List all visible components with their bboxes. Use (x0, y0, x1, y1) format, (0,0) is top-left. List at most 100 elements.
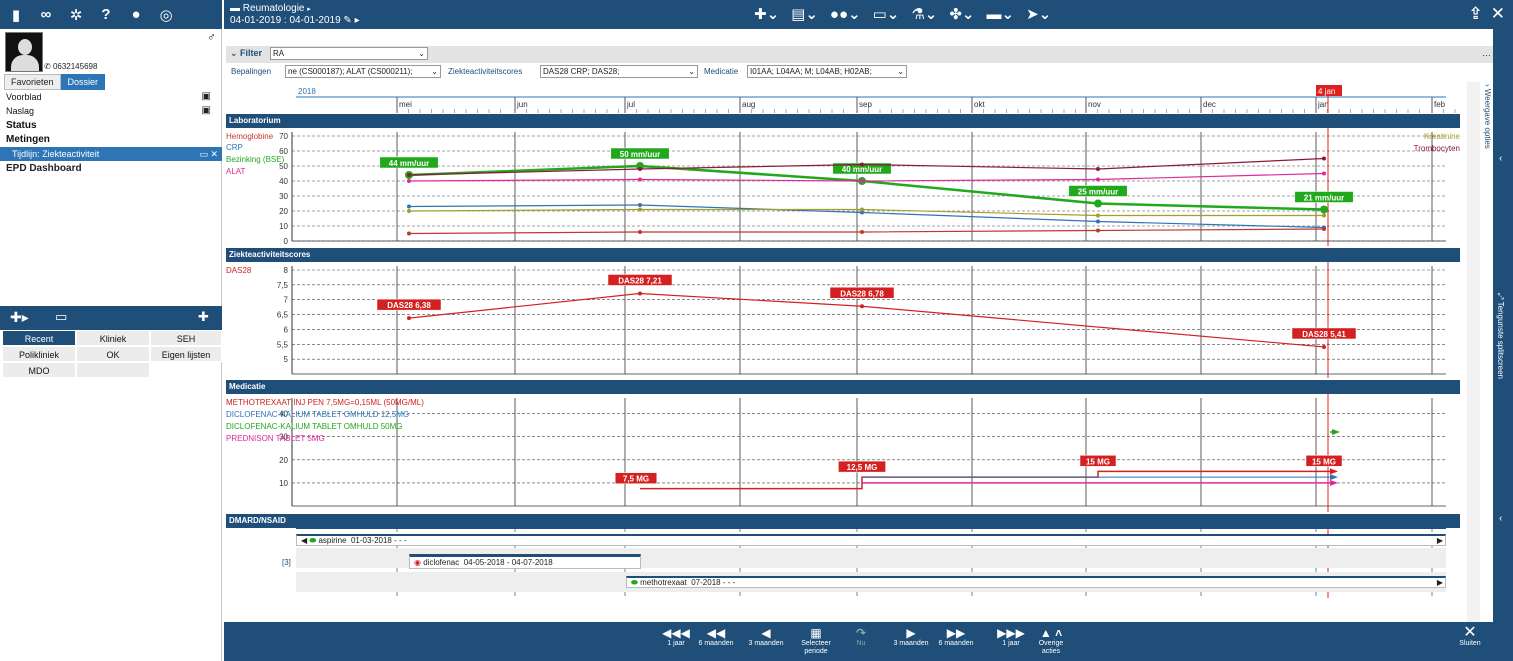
tab-favorieten[interactable]: Favorieten (4, 74, 61, 90)
dose-label-bg (614, 472, 658, 484)
y-tick-label: 0 (284, 237, 289, 246)
edit-icon[interactable]: ✎ (343, 15, 352, 26)
nav-button-7[interactable]: ▶▶▶ 1 jaar (989, 626, 1033, 648)
nav-button-6[interactable]: ▶▶ 6 maanden (934, 626, 978, 648)
document-icon[interactable]: ▮ (11, 6, 21, 24)
zas-chart[interactable]: 5 5,5 6 6,5 7 7,5 8 DAS28 6,38 DAS28 7,21 DAS28 6… (226, 262, 1460, 378)
section-dmard[interactable]: DMARD/NSAID (226, 514, 1460, 528)
phone-number: ✆ 0632145698 (44, 62, 98, 71)
patient-alert-icon[interactable]: ✚ (198, 309, 209, 324)
add-icon[interactable]: ✚⌄ (754, 6, 780, 23)
nav-button-1[interactable]: ◀◀ 6 maanden (694, 626, 738, 648)
lab-icon[interactable]: ⚗⌄ (911, 6, 938, 23)
nav-button-2[interactable]: ◀ 3 maanden (744, 626, 788, 648)
bepalingen-select[interactable]: ne (CS000187); ALAT (CS000211); ⌄ (285, 65, 441, 78)
nav-label: Overige acties (1038, 640, 1064, 655)
series-line (408, 204, 1325, 229)
binoculars-icon[interactable]: ∞ (40, 6, 52, 23)
document-add-icon[interactable]: ▤⌄ (791, 6, 818, 23)
legend-bse: Bezinking (BSE) (226, 155, 285, 164)
bed-icon[interactable]: ▬⌄ (986, 6, 1015, 23)
filter-select[interactable]: RA ⌄ (270, 47, 428, 60)
section-laboratorium[interactable]: Laboratorium (226, 114, 1460, 128)
nav-epd-dashboard[interactable]: EPD Dashboard (6, 163, 82, 174)
worklist-mdo[interactable]: MDO (2, 362, 76, 378)
arrow-mark (1332, 429, 1340, 435)
target-icon[interactable]: ◎ (159, 6, 173, 24)
close-icon[interactable]: ✕ (1490, 4, 1505, 23)
nav-button-0[interactable]: ◀◀◀ 1 jaar (654, 626, 698, 648)
chevron-left-icon[interactable]: ‹ (1499, 513, 1503, 524)
nav-glyph-icon: ▶▶▶ (997, 626, 1025, 640)
person-icon[interactable]: ● (131, 6, 141, 23)
users-icon[interactable]: ●●⌄ (829, 6, 861, 23)
dmard-row-diclofenac[interactable]: ◉ diclofenac 04-05-2018 - 04-07-2018 (409, 554, 641, 569)
y-tick-label: 5 (284, 355, 289, 364)
weergave-opties-tab[interactable]: › Weergave opties (1483, 84, 1492, 149)
data-point (1096, 167, 1100, 171)
time-axis[interactable]: 2018 mei jun jul aug sep okt nov dec jan feb 4 jan (226, 85, 1466, 113)
nav-button-8[interactable]: ▲ ˄ Overige acties (1029, 626, 1073, 656)
arrow-left-icon[interactable]: ◀ (301, 536, 308, 545)
nav-metingen[interactable]: Metingen (6, 134, 50, 145)
worklist-recent[interactable]: Recent (2, 330, 76, 346)
dmard-row-methotrexaat[interactable]: ⬬ methotrexaat 07-2018 - - - ▶ (626, 576, 1446, 588)
worklist-kliniek[interactable]: Kliniek (76, 330, 150, 346)
nav-button-3[interactable]: ▦ Selecteer periode (794, 626, 838, 656)
medication-icon[interactable]: ✤⌄ (949, 6, 975, 23)
context-title[interactable]: ▬ Reumatologie ▸ 04-01-2019 : 04-01-2019… (230, 3, 360, 26)
data-point (1322, 344, 1326, 349)
scroll-strip[interactable] (1467, 82, 1480, 622)
printer-icon[interactable]: ▭⌄ (872, 6, 900, 23)
zas-select[interactable]: DAS28 CRP; DAS28; ⌄ (540, 65, 698, 78)
dmard-row-aspirine[interactable]: ◀ ⬬ aspirine 01-03-2018 - - - ▶ (296, 534, 1446, 546)
worklist-polikliniek[interactable]: Polikliniek (2, 346, 76, 362)
med-chart[interactable]: 10 20 30 40 7,5 MG 12,5 MG 15 MG 15 MG (226, 394, 1460, 512)
data-point (860, 162, 864, 167)
chevron-left-icon[interactable]: ‹ (1499, 153, 1503, 164)
lab-chart[interactable]: 0 10 20 30 40 50 60 70 44 mm/uur 50 mm/uur 40 mm/u… (226, 128, 1460, 246)
monitor-icon[interactable]: ▣ (201, 105, 211, 116)
nav-glyph-icon: ◀◀◀ (662, 626, 690, 640)
worklist-ok[interactable]: OK (76, 346, 150, 362)
avatar (5, 32, 43, 72)
windows-icon[interactable]: ▭ (55, 309, 68, 324)
legend-kreatinine: Kreatinine (1423, 132, 1460, 141)
tab-dossier[interactable]: Dossier (60, 74, 106, 90)
nav-button-4[interactable]: ↷ Nu (839, 626, 883, 648)
help-icon[interactable]: ? (101, 6, 111, 23)
nav-glyph-icon: ◀◀ (706, 626, 726, 640)
nav-button-5[interactable]: ▶ 3 maanden (889, 626, 933, 648)
nav-status[interactable]: Status (6, 120, 37, 131)
splitscreen-tab[interactable]: ⤢ Tengunste splitscreen (1496, 293, 1505, 380)
top-bar: ▬ Reumatologie ▸ 04-01-2019 : 04-01-2019… (224, 0, 1513, 29)
arrow-right-icon[interactable]: ▶ (1436, 536, 1443, 545)
filter-bar: ⌄ Filter RA ⌄ … (226, 46, 1493, 63)
more-icon[interactable]: … (1482, 48, 1491, 58)
dose-label-bg (1305, 455, 1343, 467)
transfer-icon[interactable]: ➤⌄ (1026, 6, 1052, 23)
close-button[interactable]: ✕ Sluiten (1452, 625, 1488, 648)
gears-icon[interactable]: ✲ (69, 6, 83, 24)
close-icon[interactable]: ▭ ✕ (199, 149, 218, 159)
dmard-timeline: [3] ◀ ⬬ aspirine 01-03-2018 - - - ▶ ◉ di… (226, 528, 1460, 618)
medicatie-select[interactable]: I01AA; L04AA; M; L04AB; H02AB; ⌄ (747, 65, 907, 78)
export-icon[interactable]: ⇪ (1468, 4, 1483, 23)
data-label: DAS28 7,21 (618, 276, 662, 285)
patient-add-icon[interactable]: ✚▸ (10, 309, 29, 325)
nav-naslag[interactable]: Naslag (6, 106, 35, 116)
monitor-icon[interactable]: ▣ (201, 91, 211, 102)
nav-tijdlijn-selected[interactable]: Tijdlijn: Ziekteactiviteit ▭ ✕ (0, 147, 222, 161)
bottom-navigation: ◀◀◀ 1 jaar ◀◀ 6 maanden ◀ 3 maanden ▦ Selecteer… (224, 622, 1493, 661)
data-point (638, 177, 642, 182)
y-tick-label: 10 (279, 479, 288, 488)
section-medicatie[interactable]: Medicatie (226, 380, 1460, 394)
y-tick-label: 20 (279, 456, 288, 465)
arrow-right-icon[interactable]: ▶ (1436, 578, 1443, 587)
data-point (638, 167, 642, 171)
nav-voorblad[interactable]: Voorblad (6, 92, 42, 102)
section-ziekteactiviteitscores[interactable]: Ziekteactiviteitscores (226, 248, 1460, 262)
month-label: mei (399, 100, 412, 109)
worklist-eigen-lijsten[interactable]: Eigen lijsten (150, 346, 222, 362)
worklist-seh[interactable]: SEH (150, 330, 222, 346)
